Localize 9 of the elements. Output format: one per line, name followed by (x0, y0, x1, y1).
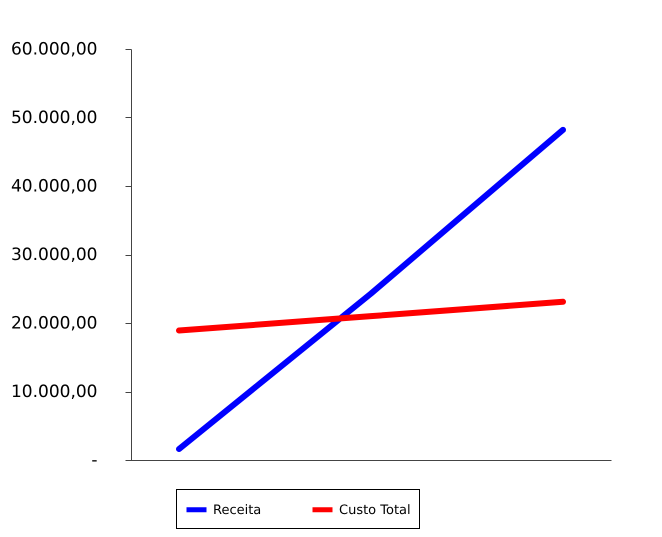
legend-label: Receita (213, 502, 262, 518)
y-tick-label: 10.000,00 (10, 382, 98, 402)
y-tick-label: - (91, 450, 98, 470)
y-tick-label: 60.000,00 (10, 40, 98, 60)
y-tick-label: 30.000,00 (10, 245, 98, 265)
y-tick-label: 40.000,00 (10, 176, 98, 196)
y-tick-label: 50.000,00 (10, 108, 98, 128)
y-tick-label: 20.000,00 (10, 314, 98, 334)
legend-label: Custo Total (339, 502, 411, 518)
